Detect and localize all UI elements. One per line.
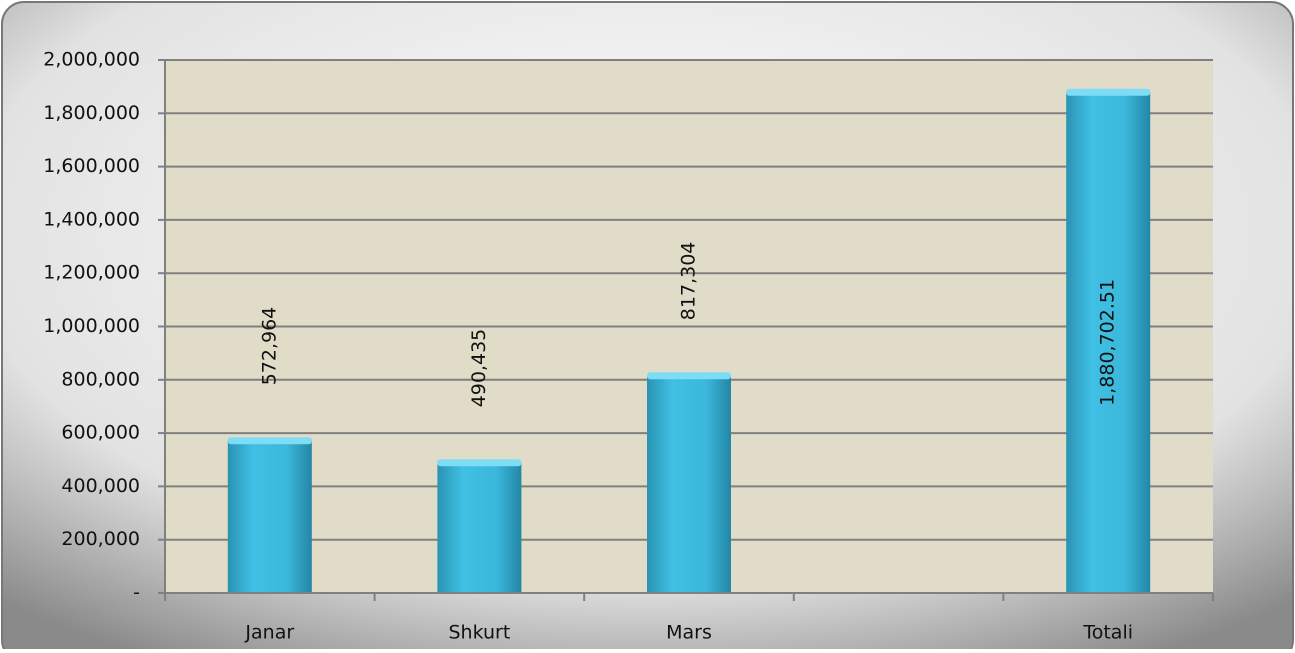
y-tick-label: 800,000 [61,368,140,390]
x-tick-label: Janar [244,622,294,644]
bar-cap [1066,88,1151,96]
x-tick-label: Shkurt [448,622,510,644]
bar [437,462,522,593]
data-label: 490,435 [468,329,490,408]
data-label: 1,880,702.51 [1097,279,1119,406]
x-tick-label: Mars [666,622,712,644]
x-tick-label: Totali [1082,622,1133,644]
y-tick-label: 2,000,000 [43,49,140,71]
y-tick-label: 1,600,000 [43,155,140,177]
y-tick-label: 400,000 [61,475,140,497]
y-tick-label: 1,000,000 [43,315,140,337]
bar [227,440,312,593]
y-tick-label: 1,200,000 [43,262,140,284]
bar-cap [227,437,312,445]
y-tick-label: 1,800,000 [43,102,140,124]
bar [647,375,731,593]
data-label: 817,304 [678,242,700,321]
y-tick-label: - [133,582,140,604]
bar-cap [647,372,731,380]
y-tick-label: 600,000 [61,422,140,444]
bar [1066,91,1151,593]
y-tick-label: 200,000 [61,528,140,550]
data-label: 572,964 [258,307,280,386]
y-tick-label: 1,400,000 [43,208,140,230]
bar-cap [437,459,522,467]
